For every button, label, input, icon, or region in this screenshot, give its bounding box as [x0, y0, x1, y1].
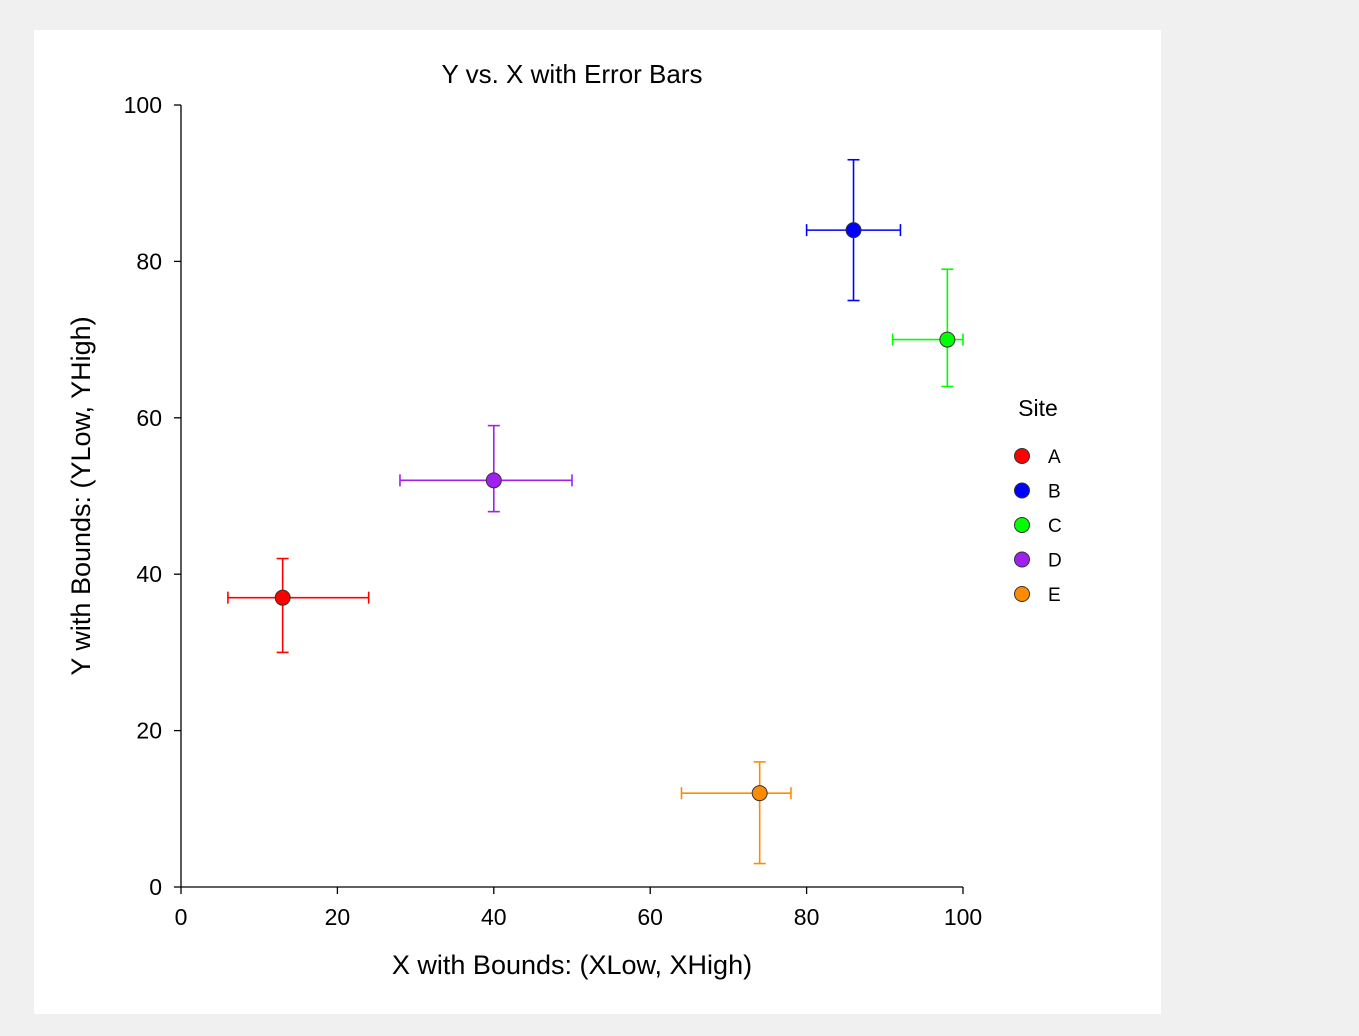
legend-title: Site [1018, 395, 1058, 421]
legend-label-a: A [1048, 447, 1061, 468]
x-tick-label: 100 [944, 904, 982, 930]
y-axis-title: Y with Bounds: (YLow, YHigh) [66, 316, 96, 675]
legend-marker-e [1014, 586, 1030, 602]
data-point-b [845, 222, 862, 239]
chart-title: Y vs. X with Error Bars [441, 59, 702, 89]
x-ticks: 0 20 40 60 80 100 [175, 887, 982, 930]
legend-label-c: C [1048, 516, 1062, 537]
x-tick-label: 80 [794, 904, 820, 930]
x-tick-label: 40 [481, 904, 507, 930]
chart-panel [34, 30, 1161, 1014]
axes [180, 105, 963, 888]
x-tick-label: 60 [637, 904, 663, 930]
y-tick-label: 40 [136, 561, 162, 587]
error-bar-e [680, 761, 792, 865]
y-tick-label: 20 [136, 718, 162, 744]
x-tick-label: 20 [325, 904, 351, 930]
legend-marker-c [1014, 517, 1030, 533]
legend-label-b: B [1048, 482, 1061, 503]
data-point-a [274, 589, 291, 606]
x-axis-title: X with Bounds: (XLow, XHigh) [392, 950, 752, 980]
legend-label-e: E [1048, 585, 1061, 606]
error-bar-c [891, 268, 964, 388]
data-points [274, 222, 956, 802]
y-tick-label: 80 [136, 248, 162, 274]
x-tick-label: 0 [175, 904, 188, 930]
data-point-c [939, 331, 956, 348]
legend-marker-a [1014, 448, 1030, 464]
error-bars [227, 158, 964, 865]
data-point-e [751, 785, 768, 802]
error-bar-d [399, 424, 573, 513]
y-tick-label: 60 [136, 405, 162, 431]
y-tick-label: 0 [149, 874, 162, 900]
y-tick-label: 100 [124, 92, 162, 118]
legend-label-d: D [1048, 551, 1062, 572]
data-point-d [485, 472, 502, 489]
legend-marker-b [1014, 482, 1030, 499]
y-ticks: 0 20 40 60 80 100 [124, 92, 181, 900]
legend-marker-d [1014, 551, 1030, 568]
error-bar-a [227, 557, 370, 654]
